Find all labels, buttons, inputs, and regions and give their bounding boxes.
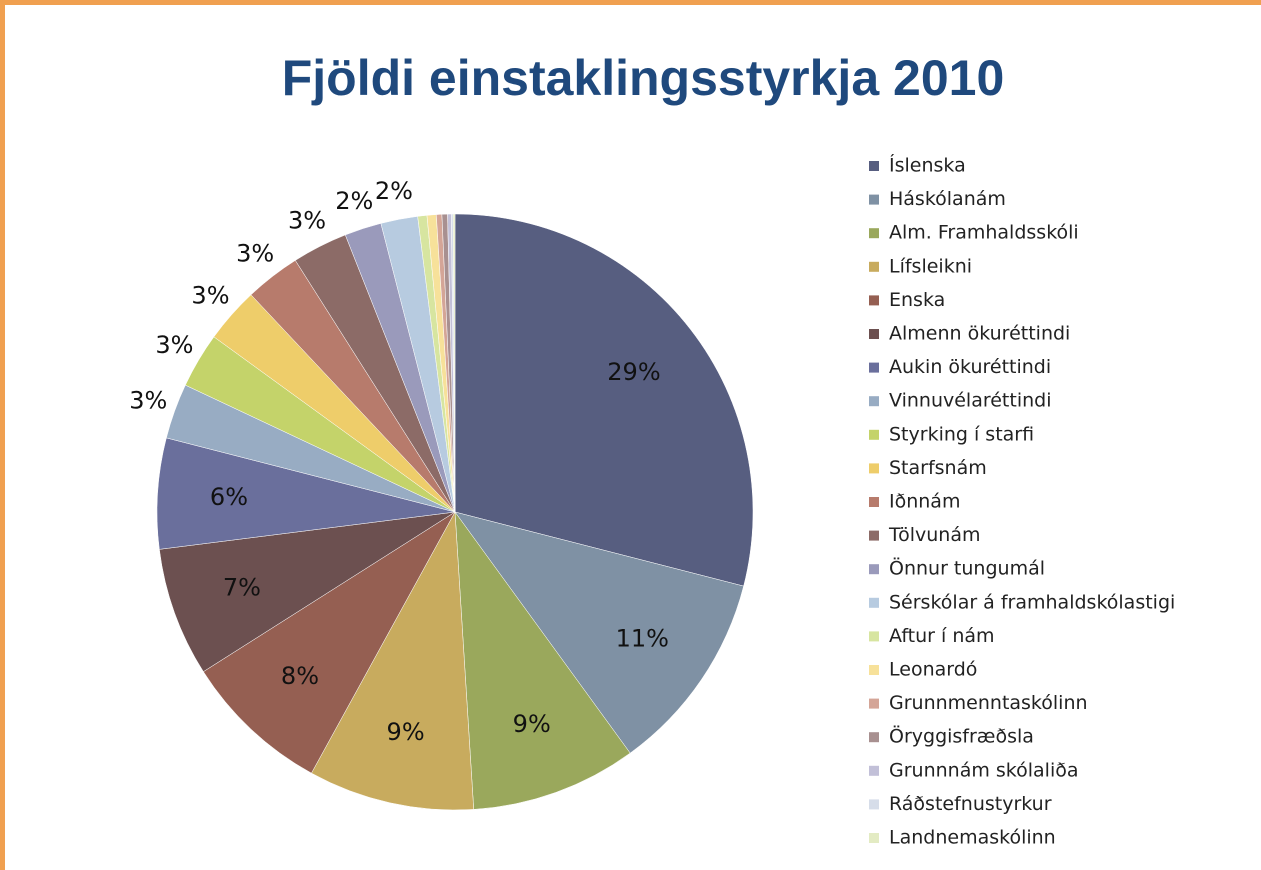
legend-label: Vinnuvélaréttindi bbox=[889, 390, 1051, 412]
legend-swatch bbox=[869, 631, 879, 642]
slice-label: 3% bbox=[191, 281, 229, 309]
legend-swatch bbox=[869, 228, 879, 239]
legend-swatch bbox=[869, 833, 879, 843]
legend-swatch bbox=[869, 530, 879, 541]
pie-slice bbox=[311, 511, 474, 811]
pie-slice bbox=[159, 511, 456, 673]
legend-label: Ráðstefnustyrkur bbox=[889, 793, 1052, 815]
slice-label: 3% bbox=[236, 239, 274, 267]
legend-swatch bbox=[869, 698, 879, 709]
legend-swatch bbox=[869, 732, 879, 743]
slice-label: 3% bbox=[155, 331, 193, 359]
legend-label: Starfsnám bbox=[889, 457, 987, 479]
legend-label: Styrking í starfi bbox=[889, 423, 1034, 445]
legend-swatch bbox=[869, 665, 879, 675]
legend-swatch bbox=[869, 564, 879, 575]
legend-label: Landnemaskólinn bbox=[889, 827, 1056, 849]
legend-label: Alm. Framhaldsskóli bbox=[889, 222, 1079, 244]
legend-swatch bbox=[869, 295, 879, 306]
slice-label: 2% bbox=[375, 177, 413, 205]
frame-left bbox=[0, 0, 5, 870]
chart-title: Fjöldi einstaklingsstyrkja 2010 bbox=[282, 50, 1005, 106]
legend-swatch bbox=[869, 261, 879, 272]
slice-label: 6% bbox=[210, 483, 248, 511]
legend-label: Önnur tungumál bbox=[889, 557, 1045, 580]
pie-slice bbox=[454, 511, 744, 754]
legend-label: Enska bbox=[889, 289, 945, 311]
legend-label: Lífsleikni bbox=[889, 255, 972, 277]
legend-swatch bbox=[869, 161, 879, 171]
pie-slice bbox=[454, 511, 631, 810]
legend-label: Aftur í nám bbox=[889, 625, 995, 647]
slice-label: 8% bbox=[281, 662, 319, 690]
slice-label: 11% bbox=[616, 624, 669, 652]
legend-swatch bbox=[869, 194, 879, 205]
legend-swatch bbox=[869, 429, 879, 440]
slice-label: 3% bbox=[129, 387, 167, 415]
legend-label: Sérskólar á framhaldskólastigi bbox=[889, 591, 1175, 613]
legend-label: Háskólanám bbox=[889, 188, 1006, 210]
legend-swatch bbox=[869, 362, 879, 373]
slice-label: 7% bbox=[223, 574, 261, 602]
legend-swatch bbox=[869, 765, 879, 776]
legend-label: Almenn ökuréttindi bbox=[889, 323, 1070, 345]
legend-label: Leonardó bbox=[889, 659, 977, 681]
legend-label: Aukin ökuréttindi bbox=[889, 356, 1051, 378]
legend-label: Grunnnám skólaliða bbox=[889, 759, 1079, 781]
legend-label: Iðnnám bbox=[889, 491, 960, 513]
pie-slice bbox=[203, 511, 456, 774]
legend-swatch bbox=[869, 396, 879, 407]
frame-top bbox=[0, 0, 1261, 5]
legend-swatch bbox=[869, 329, 879, 339]
pie-slice bbox=[452, 213, 456, 513]
legend-label: Íslenska bbox=[889, 154, 966, 177]
slice-label: 2% bbox=[335, 187, 373, 215]
slice-label: 9% bbox=[387, 718, 425, 746]
pie-slice bbox=[454, 213, 754, 587]
slice-label: 29% bbox=[607, 358, 660, 386]
legend-swatch bbox=[869, 799, 879, 810]
legend-label: Öryggisfræðsla bbox=[889, 725, 1034, 748]
slice-label: 9% bbox=[513, 710, 551, 738]
legend-swatch bbox=[869, 463, 879, 474]
legend-swatch bbox=[869, 597, 879, 608]
legend-label: Grunnmenntaskólinn bbox=[889, 692, 1088, 714]
legend-swatch bbox=[869, 497, 879, 507]
slice-label: 3% bbox=[288, 207, 326, 235]
legend-label: Tölvunám bbox=[888, 524, 981, 546]
